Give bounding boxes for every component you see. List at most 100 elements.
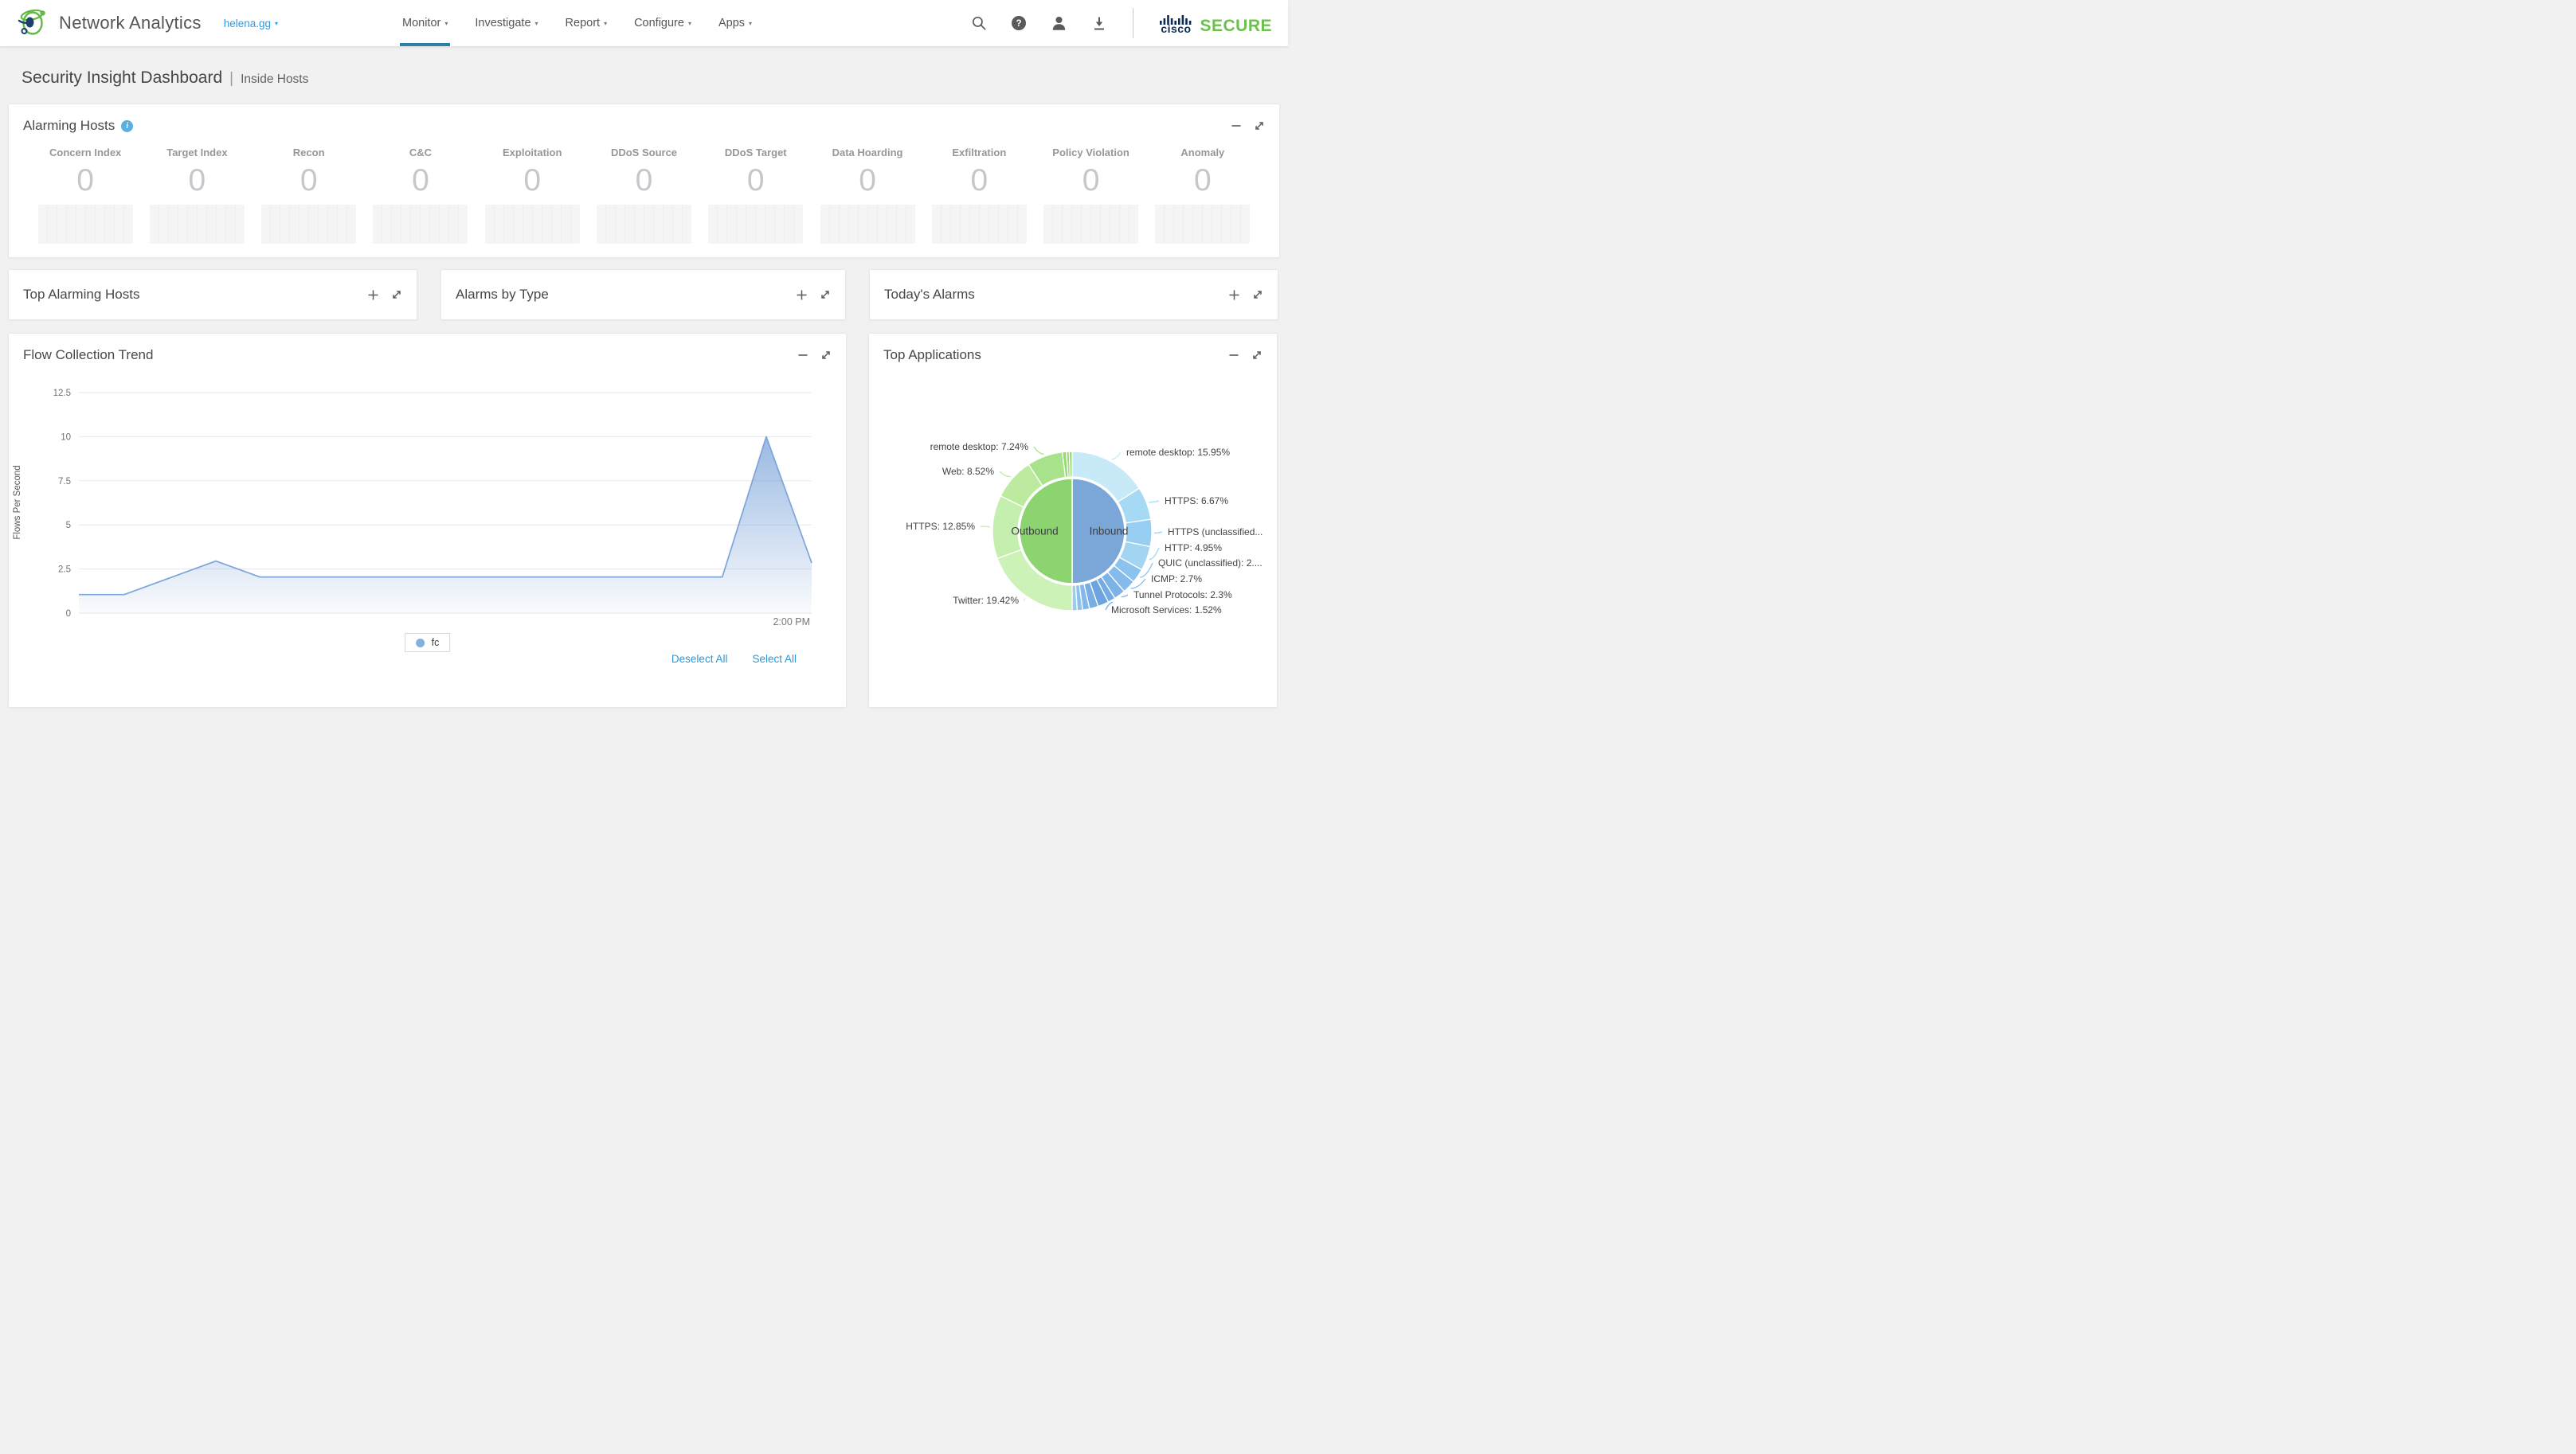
top-alarming-hosts-card: Top Alarming Hosts xyxy=(8,269,417,320)
alarm-category-label: DDoS Source xyxy=(610,147,678,158)
slice-label: HTTPS (unclassified... xyxy=(1168,526,1263,537)
y-tick-label: 5 xyxy=(66,521,71,530)
label-leader-line xyxy=(1153,531,1163,534)
alarm-category-label: Policy Violation xyxy=(1052,147,1129,158)
alarm-count: 0 xyxy=(635,163,653,197)
minimize-button[interactable] xyxy=(1231,120,1242,131)
y-axis-label: Flows Per Second xyxy=(13,465,22,539)
info-icon[interactable]: i xyxy=(121,119,134,132)
help-button[interactable]: ? xyxy=(1011,15,1027,31)
alarm-count: 0 xyxy=(523,163,542,197)
alarm-count: 0 xyxy=(1082,163,1100,197)
top-navbar: Network Analytics helena.gg ▾ Monitor ▾ In… xyxy=(0,0,1288,47)
search-icon xyxy=(973,16,986,30)
add-button[interactable] xyxy=(367,289,379,301)
nav-item-configure[interactable]: Configure ▾ xyxy=(632,0,694,46)
slice-label: Microsoft Services: 1.52% xyxy=(1111,604,1222,616)
slice-label: remote desktop: 7.24% xyxy=(930,441,1029,452)
todays-alarms-card: Today's Alarms xyxy=(869,269,1278,320)
alarm-count: 0 xyxy=(188,163,206,197)
label-leader-line xyxy=(1111,451,1122,460)
expand-button[interactable] xyxy=(820,350,832,361)
alarm-count: 0 xyxy=(412,163,429,197)
nav-item-report[interactable]: Report ▾ xyxy=(563,0,610,46)
add-button[interactable] xyxy=(1228,289,1240,301)
alarm-category-label: Recon xyxy=(292,147,325,158)
label-leader-line xyxy=(1140,562,1153,578)
brand-logo-icon[interactable] xyxy=(16,6,59,41)
legend-dot xyxy=(415,638,425,647)
top-alarming-hosts-title: Top Alarming Hosts xyxy=(23,287,140,302)
download-button[interactable] xyxy=(1091,15,1107,31)
alarming-hosts-title: Alarming Hosts xyxy=(23,118,115,133)
alarm-category-column: C&C 0 xyxy=(365,147,476,244)
expand-button[interactable] xyxy=(820,289,831,300)
flow-collection-trend-title: Flow Collection Trend xyxy=(23,347,154,362)
legend-item-fc[interactable]: fc xyxy=(404,633,451,652)
center-label-inbound: Inbound xyxy=(1090,526,1129,537)
todays-alarms-title: Today's Alarms xyxy=(884,287,975,302)
help-icon: ? xyxy=(1012,16,1027,30)
nav-item-monitor[interactable]: Monitor ▾ xyxy=(400,0,451,46)
select-all-link[interactable]: Select All xyxy=(752,653,797,665)
alarm-category-label: DDoS Target xyxy=(724,147,787,158)
main-nav: Monitor ▾ Investigate ▾ Report ▾ Configure ▾ App… xyxy=(400,0,754,46)
slice-label: Web: 8.52% xyxy=(942,466,994,477)
alarm-category-label: Anomaly xyxy=(1180,147,1225,158)
slice-label: QUIC (unclassified): 2.... xyxy=(1158,557,1263,569)
minimize-button[interactable] xyxy=(797,350,808,361)
minus-icon xyxy=(798,354,808,356)
expand-button[interactable] xyxy=(1252,289,1263,300)
alarm-category-column: Anomaly 0 xyxy=(1147,147,1259,244)
page-title: Security Insight Dashboard xyxy=(22,68,223,87)
slice-label: HTTP: 4.95% xyxy=(1165,542,1222,553)
alarm-count: 0 xyxy=(859,163,876,197)
alarm-category-column: DDoS Source 0 xyxy=(588,147,699,244)
label-leader-line xyxy=(1024,597,1026,601)
label-leader-line xyxy=(1121,594,1129,598)
slice-label: remote desktop: 15.95% xyxy=(1126,447,1230,458)
expand-button[interactable] xyxy=(1254,120,1265,131)
y-tick-label: 0 xyxy=(66,609,71,619)
label-leader-line xyxy=(980,526,991,528)
user-button[interactable] xyxy=(1051,15,1067,31)
alarm-category-column: Policy Violation 0 xyxy=(1035,147,1146,244)
alarm-count: 0 xyxy=(970,163,989,197)
alarm-sparkline-placeholder xyxy=(596,205,691,244)
alarm-category-label: Exploitation xyxy=(503,147,562,158)
alarm-category-label: C&C xyxy=(409,147,433,158)
label-leader-line xyxy=(1130,578,1146,589)
alarm-count: 0 xyxy=(76,163,94,197)
expand-button[interactable] xyxy=(1251,350,1263,361)
search-button[interactable] xyxy=(971,15,987,31)
alarm-categories: Concern Index 0 Target Index 0 Recon 0 C&C 0 Exp… xyxy=(9,134,1279,244)
alarms-by-type-title: Alarms by Type xyxy=(456,287,549,302)
nav-item-label: Investigate xyxy=(475,17,531,29)
inner-segment-inbound xyxy=(1071,478,1126,584)
chevron-down-icon: ▾ xyxy=(687,19,691,27)
slice-label: Twitter: 19.42% xyxy=(953,595,1019,606)
title-separator: | xyxy=(229,70,234,87)
nav-item-investigate[interactable]: Investigate ▾ xyxy=(472,0,540,46)
cisco-wordmark: cisco xyxy=(1161,21,1192,35)
area-fill xyxy=(79,436,812,613)
account-menu[interactable]: helena.gg ▾ xyxy=(224,18,278,29)
flow-collection-trend-card: Flow Collection Trend 0 2.5 5 7 xyxy=(8,333,847,708)
deselect-all-link[interactable]: Deselect All xyxy=(671,653,728,665)
label-leader-line xyxy=(1149,500,1160,503)
nav-item-apps[interactable]: Apps ▾ xyxy=(716,0,754,46)
expand-button[interactable] xyxy=(391,289,402,300)
alarm-category-column: Exploitation 0 xyxy=(476,147,588,244)
alarm-category-column: Recon 0 xyxy=(253,147,365,244)
expand-icon xyxy=(1255,122,1263,130)
slice-other-outbound-3 xyxy=(1068,451,1073,478)
chevron-down-icon: ▾ xyxy=(749,19,753,27)
label-leader-line xyxy=(999,471,1011,478)
alarm-category-label: Exfiltration xyxy=(952,147,1007,158)
minus-icon xyxy=(1231,125,1241,127)
slice-label: HTTPS: 6.67% xyxy=(1165,495,1228,506)
slice-label: ICMP: 2.7% xyxy=(1151,573,1202,584)
minimize-button[interactable] xyxy=(1228,350,1239,361)
nav-item-label: Monitor xyxy=(402,17,441,29)
add-button[interactable] xyxy=(796,289,808,301)
